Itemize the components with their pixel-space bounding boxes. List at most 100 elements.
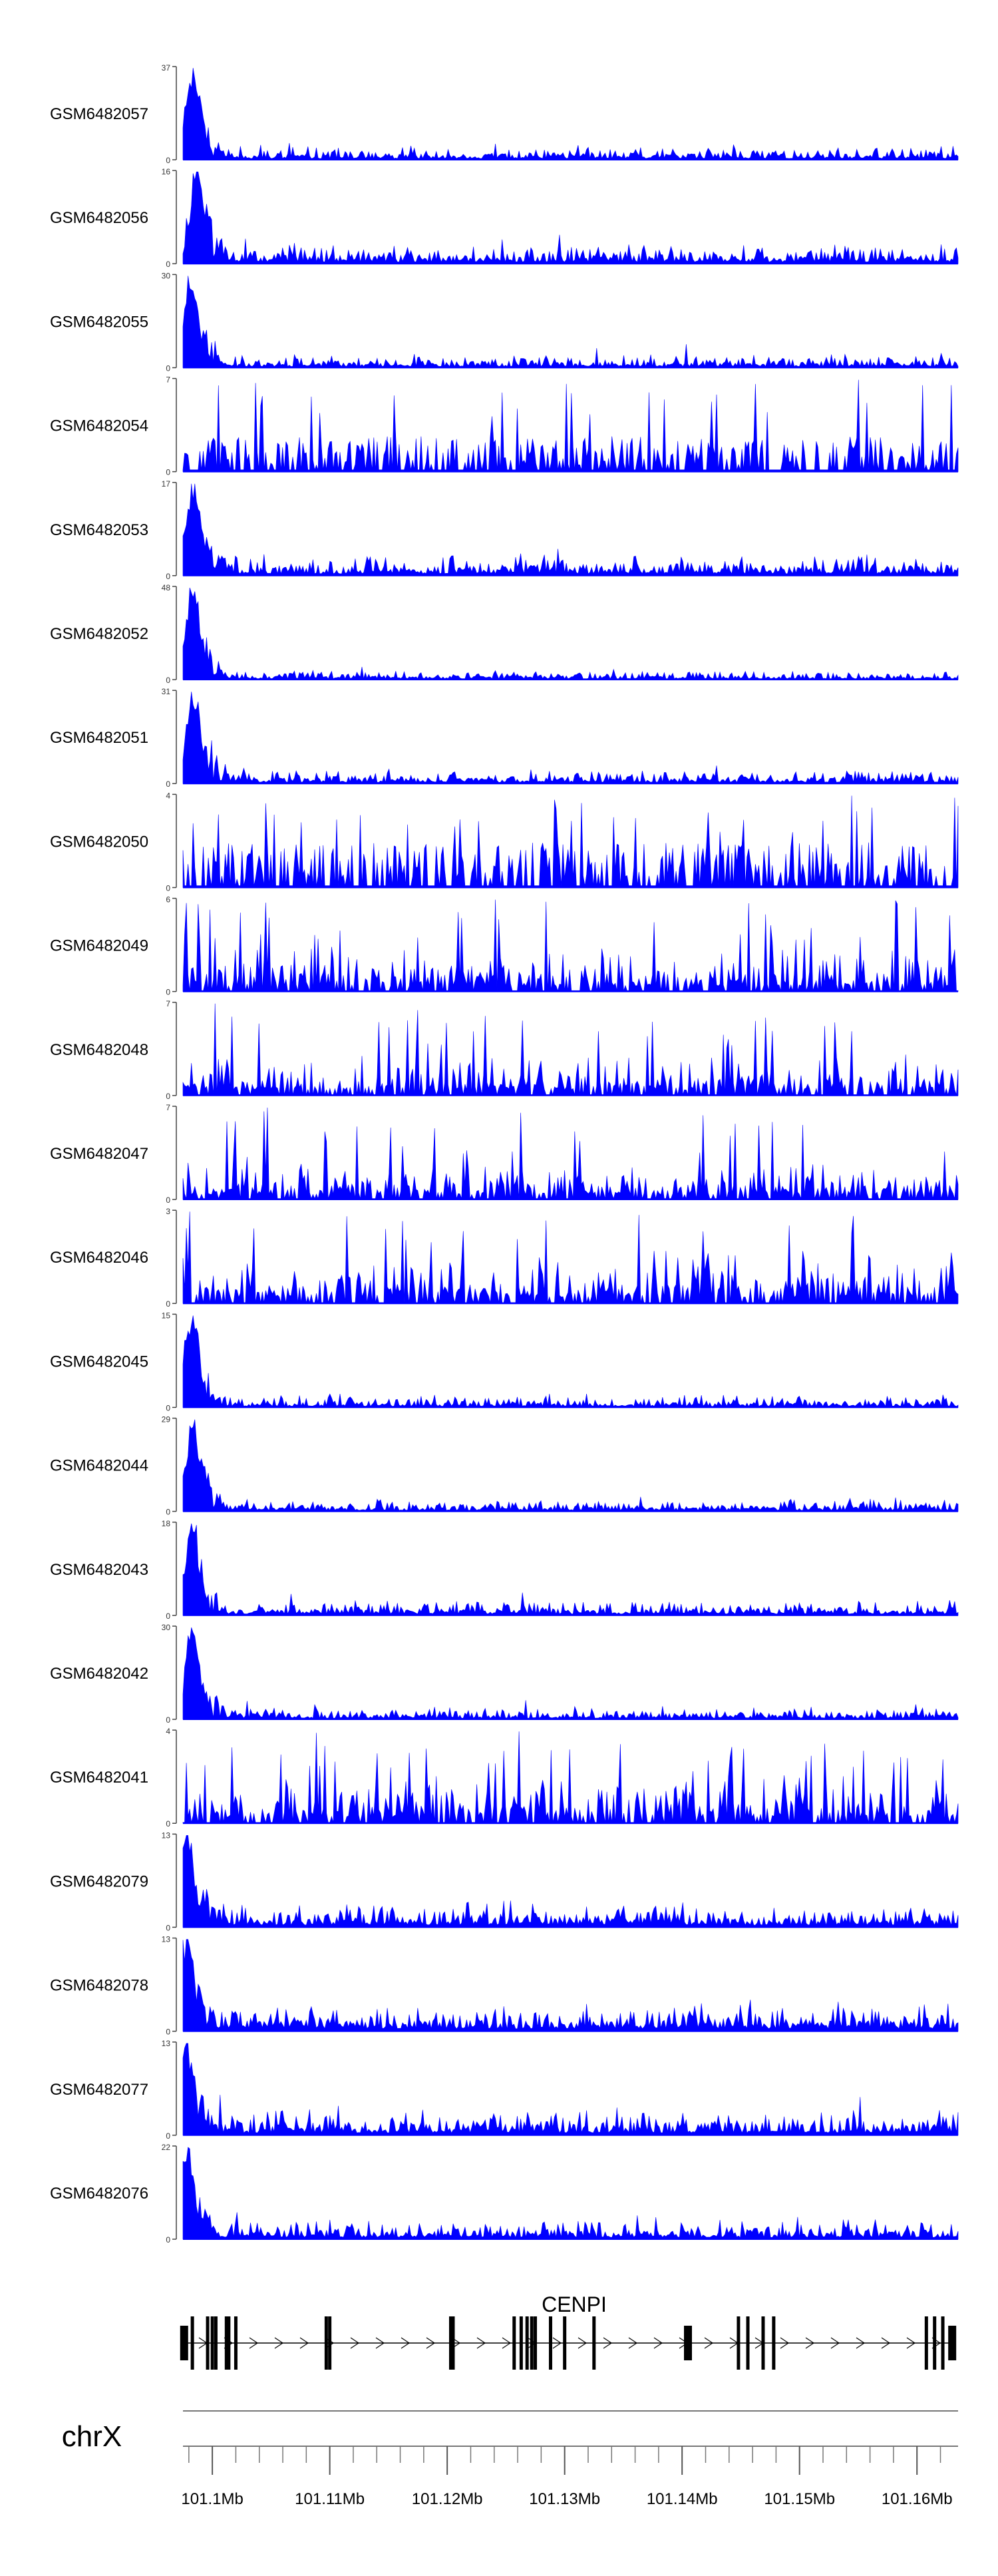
coverage-area <box>182 1419 959 1512</box>
track-GSM6482044: GSM6482044 29 0 <box>50 1415 959 1517</box>
track-label: GSM6482046 <box>50 1249 148 1267</box>
coverage-area <box>182 692 959 784</box>
exon <box>933 2316 937 2370</box>
strand-arrow <box>653 2337 663 2349</box>
y-axis-min-label: 0 <box>166 988 170 997</box>
y-axis-min-label: 0 <box>166 1611 170 1621</box>
coverage-area <box>182 1211 959 1304</box>
y-axis-max-label: 6 <box>166 895 170 905</box>
y-axis-max-label: 37 <box>162 63 171 73</box>
track-label: GSM6482041 <box>50 1769 148 1787</box>
track-label: GSM6482077 <box>50 2081 148 2099</box>
strand-arrow <box>375 2337 385 2349</box>
track-label: GSM6482078 <box>50 1977 148 1995</box>
track-GSM6482057: GSM6482057 37 0 <box>50 63 959 165</box>
chromosome-label: chrX <box>62 2420 122 2453</box>
coverage-area <box>182 1003 959 1096</box>
track-label: GSM6482056 <box>50 209 148 227</box>
track-GSM6482054: GSM6482054 7 0 <box>50 375 959 477</box>
strand-arrow <box>552 2337 562 2349</box>
coverage-area <box>182 276 959 368</box>
y-axis-max-label: 29 <box>162 1415 171 1424</box>
strand-arrow <box>830 2337 840 2349</box>
y-axis-min-label: 0 <box>166 883 170 893</box>
strand-arrow <box>249 2337 259 2349</box>
track-GSM6482051: GSM6482051 31 0 <box>50 687 959 789</box>
y-axis-max-label: 15 <box>162 1311 171 1320</box>
track-GSM6482048: GSM6482048 7 0 <box>50 999 959 1101</box>
coverage-area <box>182 2147 959 2240</box>
strand-arrow <box>805 2337 815 2349</box>
y-axis-min-label: 0 <box>166 676 170 685</box>
coverage-area <box>182 795 959 888</box>
track-label: GSM6482053 <box>50 521 148 539</box>
strand-arrow <box>274 2337 284 2349</box>
strand-arrow <box>881 2337 891 2349</box>
track-label: GSM6482044 <box>50 1457 148 1475</box>
exon <box>448 2316 452 2370</box>
exon <box>227 2316 231 2370</box>
y-axis-min-label: 0 <box>166 779 170 789</box>
axis-tick-label: 101.1Mb <box>181 2490 243 2508</box>
strand-arrow <box>603 2337 613 2349</box>
track-label: GSM6482057 <box>50 105 148 123</box>
coverage-area <box>182 1315 959 1408</box>
track-label: GSM6482043 <box>50 1561 148 1579</box>
track-GSM6482046: GSM6482046 3 0 <box>50 1207 959 1309</box>
exon <box>525 2316 529 2370</box>
coverage-area <box>182 587 959 680</box>
track-GSM6482079: GSM6482079 13 0 <box>50 1830 959 1932</box>
y-axis-max-label: 13 <box>162 1935 171 1944</box>
coverage-area <box>182 899 959 992</box>
y-axis-min-label: 0 <box>166 1195 170 1205</box>
y-axis-max-label: 3 <box>166 1207 170 1216</box>
axis-tick-label: 101.11Mb <box>295 2490 365 2508</box>
y-axis-max-label: 4 <box>166 1727 170 1736</box>
y-axis-max-label: 22 <box>162 2143 171 2152</box>
strand-arrow <box>401 2337 411 2349</box>
coverage-area <box>182 1107 959 1200</box>
y-axis-min-label: 0 <box>166 363 170 373</box>
track-GSM6482053: GSM6482053 17 0 <box>50 479 959 581</box>
track-label: GSM6482076 <box>50 2185 148 2203</box>
track-label: GSM6482054 <box>50 417 148 435</box>
track-GSM6482043: GSM6482043 18 0 <box>50 1519 959 1621</box>
track-GSM6482077: GSM6482077 13 0 <box>50 2039 959 2141</box>
exon <box>746 2316 750 2370</box>
y-axis-max-label: 30 <box>162 271 171 280</box>
track-label: GSM6482079 <box>50 1872 148 1890</box>
track-label: GSM6482048 <box>50 1041 148 1059</box>
exon <box>592 2316 596 2370</box>
track-GSM6482078: GSM6482078 13 0 <box>50 1935 959 2037</box>
y-axis-min-label: 0 <box>166 156 170 165</box>
y-axis-min-label: 0 <box>166 1508 170 1517</box>
y-axis-max-label: 13 <box>162 2039 171 2048</box>
coverage-area <box>182 1523 959 1616</box>
exon <box>684 2326 693 2360</box>
track-GSM6482076: GSM6482076 22 0 <box>50 2143 959 2245</box>
y-axis-max-label: 16 <box>162 167 171 176</box>
y-axis-max-label: 4 <box>166 791 170 800</box>
axis-tick-label: 101.13Mb <box>529 2490 600 2508</box>
y-axis-min-label: 0 <box>166 1923 170 1932</box>
exon <box>924 2316 928 2370</box>
y-axis-max-label: 7 <box>166 999 170 1008</box>
strand-arrow <box>856 2337 866 2349</box>
exon <box>214 2316 218 2370</box>
track-label: GSM6482049 <box>50 937 148 955</box>
track-label: GSM6482052 <box>50 625 148 643</box>
track-GSM6482045: GSM6482045 15 0 <box>50 1311 959 1412</box>
strand-arrow <box>906 2337 916 2349</box>
strand-arrow <box>426 2337 436 2349</box>
strand-arrow <box>299 2337 309 2349</box>
track-GSM6482052: GSM6482052 48 0 <box>50 583 959 685</box>
y-axis-min-label: 0 <box>166 2131 170 2141</box>
track-GSM6482050: GSM6482050 4 0 <box>50 791 959 893</box>
track-GSM6482055: GSM6482055 30 0 <box>50 271 959 373</box>
exon <box>190 2316 194 2370</box>
coverage-area <box>182 379 959 472</box>
track-label: GSM6482055 <box>50 313 148 331</box>
exon <box>737 2316 741 2370</box>
exon <box>772 2316 776 2370</box>
axis-tick-label: 101.15Mb <box>764 2490 835 2508</box>
